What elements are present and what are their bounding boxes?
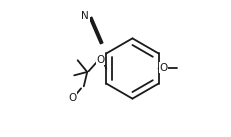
Text: O: O xyxy=(158,63,167,73)
Text: O: O xyxy=(96,55,104,65)
Polygon shape xyxy=(99,58,103,61)
Text: N: N xyxy=(81,11,89,21)
Text: O: O xyxy=(68,93,77,103)
